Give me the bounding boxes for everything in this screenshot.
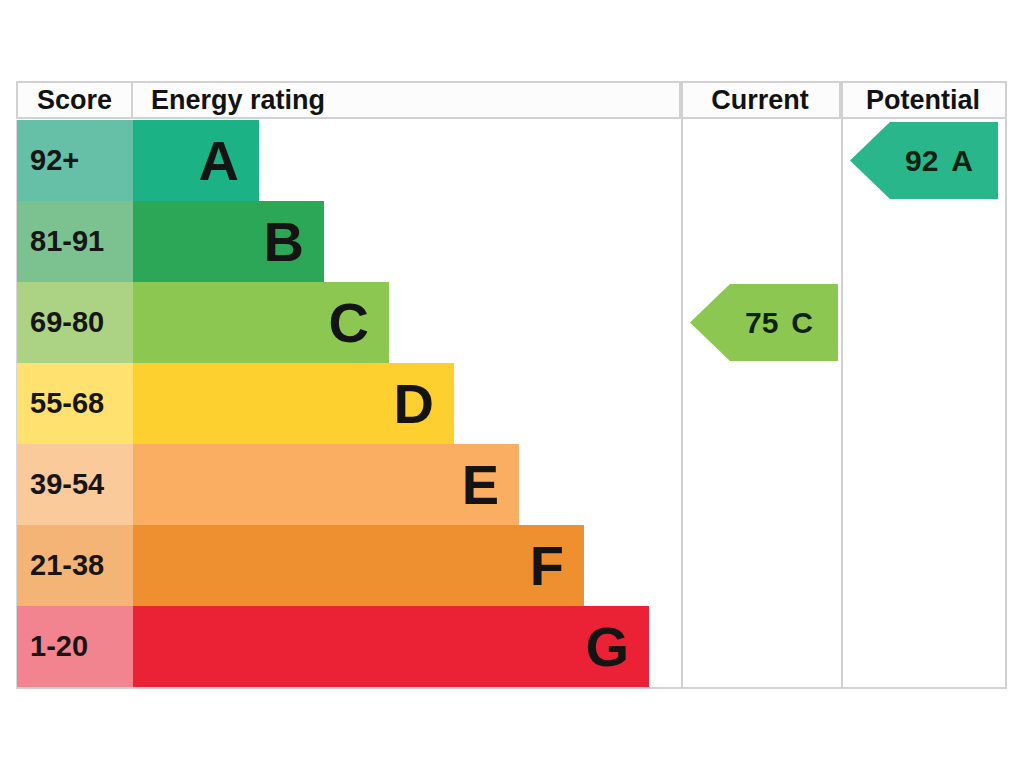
current-band-letter: C	[791, 306, 813, 340]
rating-letter-c: C	[329, 295, 369, 351]
score-range-d: 55-68	[16, 363, 133, 444]
score-range-b: 81-91	[16, 201, 133, 282]
score-range-f: 21-38	[16, 525, 133, 606]
rating-bar-g: G	[133, 606, 649, 687]
current-score-value: 75	[745, 306, 778, 340]
rating-bar-e: E	[133, 444, 519, 525]
band-row-d: 55-68 D	[16, 363, 1007, 444]
header-score: Score	[16, 81, 133, 119]
header-current-label: Current	[711, 85, 809, 116]
header-current: Current	[681, 81, 841, 119]
header-energy-rating-label: Energy rating	[151, 85, 325, 116]
column-divider-potential	[841, 81, 843, 687]
potential-score-value: 92	[905, 144, 938, 178]
potential-band-letter: A	[951, 144, 973, 178]
header-potential: Potential	[841, 81, 1007, 119]
column-divider-current	[681, 81, 683, 687]
rating-letter-a: A	[199, 133, 239, 189]
band-row-b: 81-91 B	[16, 201, 1007, 282]
rating-bar-c: C	[133, 282, 389, 363]
rating-letter-g: G	[585, 619, 629, 675]
score-range-c: 69-80	[16, 282, 133, 363]
rating-letter-f: F	[530, 538, 564, 594]
table-bottom-border	[16, 687, 1007, 689]
band-row-g: 1-20 G	[16, 606, 1007, 687]
epc-energy-rating-chart: Score Energy rating Current Potential 92…	[0, 0, 1024, 768]
band-row-f: 21-38 F	[16, 525, 1007, 606]
band-row-e: 39-54 E	[16, 444, 1007, 525]
rating-bar-a: A	[133, 120, 259, 201]
header-potential-label: Potential	[866, 85, 980, 116]
rating-letter-d: D	[394, 376, 434, 432]
score-range-a: 92+	[16, 120, 133, 201]
header-score-label: Score	[37, 85, 112, 116]
score-range-e: 39-54	[16, 444, 133, 525]
rating-bar-b: B	[133, 201, 324, 282]
score-range-g: 1-20	[16, 606, 133, 687]
rating-letter-e: E	[462, 457, 499, 513]
rating-bar-f: F	[133, 525, 584, 606]
rating-bar-d: D	[133, 363, 454, 444]
table-right-border	[1005, 81, 1007, 687]
rating-letter-b: B	[264, 214, 304, 270]
band-row-c: 69-80 C	[16, 282, 1007, 363]
header-energy-rating: Energy rating	[133, 81, 681, 119]
